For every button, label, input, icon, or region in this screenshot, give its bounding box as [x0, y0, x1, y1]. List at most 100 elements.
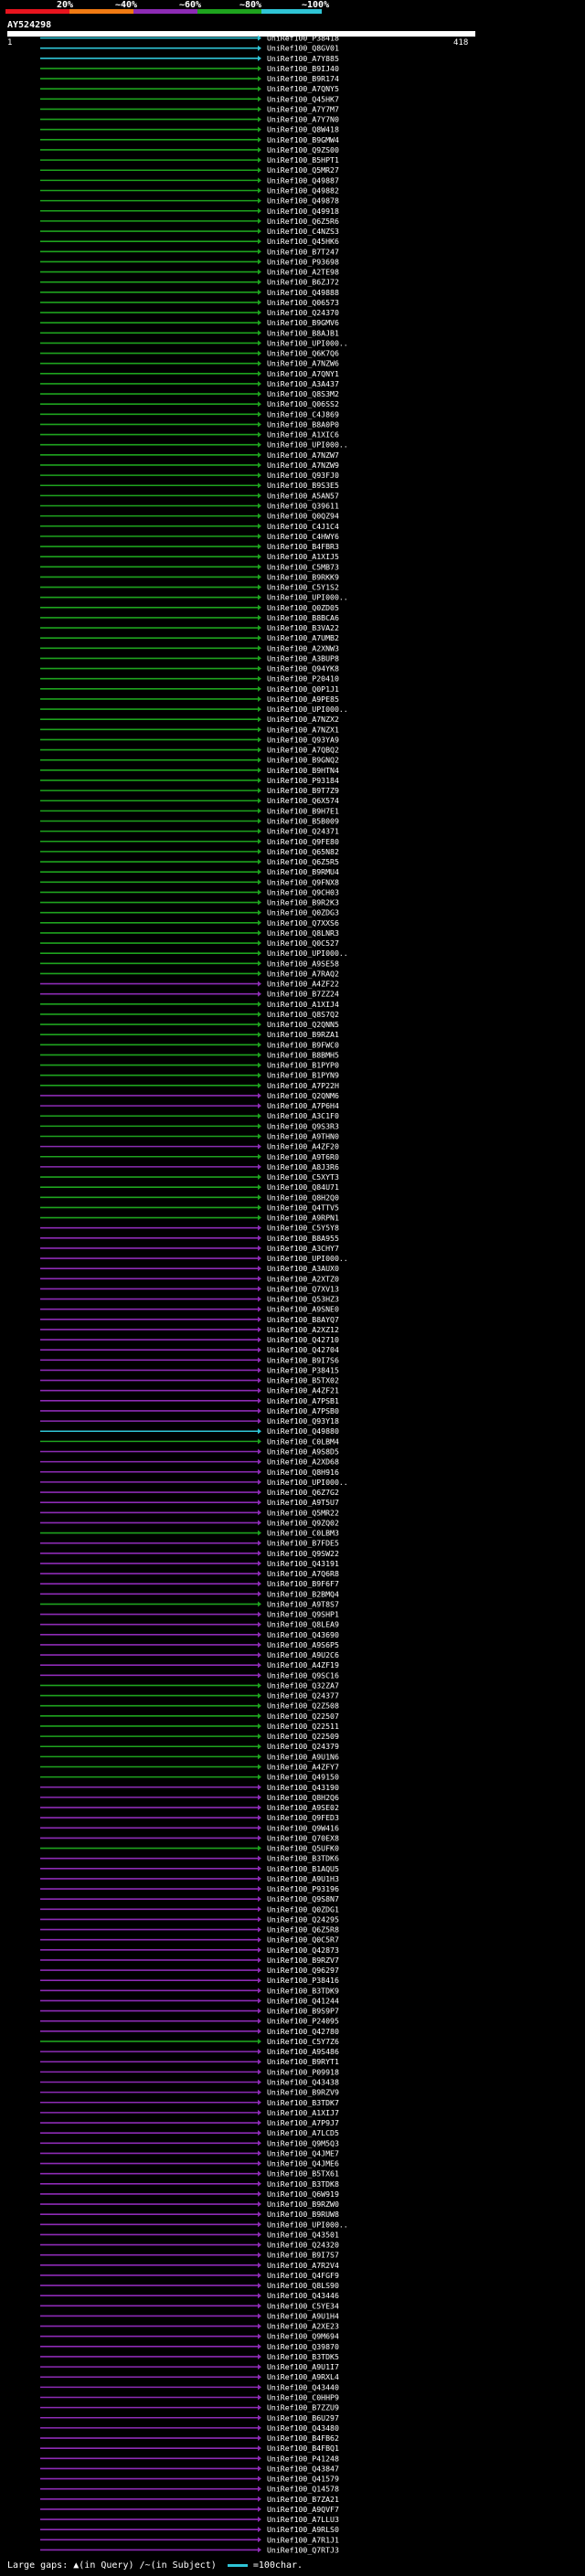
- hit-label[interactable]: UniRef100_Q9FNX8: [267, 877, 339, 886]
- hit-label[interactable]: UniRef100_A7NZW9: [267, 461, 339, 470]
- hit-label[interactable]: UniRef100_A7R1J1: [267, 2535, 339, 2544]
- hit-label[interactable]: UniRef100_Q24370: [267, 308, 339, 317]
- hit-label[interactable]: UniRef100_UPI000..: [267, 440, 348, 450]
- hit-label[interactable]: UniRef100_C4J869: [267, 409, 339, 419]
- hit-label[interactable]: UniRef100_P93184: [267, 776, 339, 785]
- hit-label[interactable]: UniRef100_B3TDK8: [267, 2179, 339, 2189]
- hit-label[interactable]: UniRef100_Q22507: [267, 1712, 339, 1721]
- hit-label[interactable]: UniRef100_A7Y7N0: [267, 115, 339, 124]
- hit-label[interactable]: UniRef100_A7QBQ2: [267, 746, 339, 755]
- hit-label[interactable]: UniRef100_Q7RTJ3: [267, 2545, 339, 2554]
- hit-label[interactable]: UniRef100_B9I7S6: [267, 1355, 339, 1364]
- hit-label[interactable]: UniRef100_A7Y7M7: [267, 104, 339, 113]
- hit-label[interactable]: UniRef100_Q8H2Q0: [267, 1193, 339, 1202]
- hit-label[interactable]: UniRef100_A2XNW3: [267, 643, 339, 652]
- hit-label[interactable]: UniRef100_B8BMH5: [267, 1050, 339, 1059]
- hit-label[interactable]: UniRef100_A2XZ12: [267, 1325, 339, 1334]
- hit-label[interactable]: UniRef100_Q49882: [267, 186, 339, 196]
- hit-label[interactable]: UniRef100_B8A955: [267, 1234, 339, 1243]
- hit-label[interactable]: UniRef100_C4NZS3: [267, 227, 339, 236]
- hit-label[interactable]: UniRef100_Q9SHP1: [267, 1610, 339, 1619]
- hit-label[interactable]: UniRef100_A7PSB0: [267, 1406, 339, 1415]
- hit-label[interactable]: UniRef100_A4ZF19: [267, 1660, 339, 1670]
- hit-label[interactable]: UniRef100_A7NZW6: [267, 359, 339, 368]
- hit-label[interactable]: UniRef100_P20410: [267, 674, 339, 684]
- hit-label[interactable]: UniRef100_Q43446: [267, 2291, 339, 2300]
- hit-label[interactable]: UniRef100_Q9M694: [267, 2332, 339, 2341]
- hit-label[interactable]: UniRef100_Q14578: [267, 2485, 339, 2494]
- hit-label[interactable]: UniRef100_B9RZA1: [267, 1030, 339, 1039]
- hit-label[interactable]: UniRef100_Q49887: [267, 175, 339, 185]
- hit-label[interactable]: UniRef100_B9GMW4: [267, 135, 339, 144]
- hit-label[interactable]: UniRef100_A1XIJ4: [267, 1000, 339, 1009]
- hit-label[interactable]: UniRef100_A9QVF7: [267, 2505, 339, 2514]
- hit-label[interactable]: UniRef100_Q0C527: [267, 938, 339, 948]
- hit-label[interactable]: UniRef100_Q8H916: [267, 1468, 339, 1477]
- hit-label[interactable]: UniRef100_Q49918: [267, 207, 339, 216]
- hit-label[interactable]: UniRef100_Q24379: [267, 1742, 339, 1751]
- hit-label[interactable]: UniRef100_P38415: [267, 1365, 339, 1374]
- hit-label[interactable]: UniRef100_Q39611: [267, 502, 339, 511]
- hit-label[interactable]: UniRef100_Q2Z508: [267, 1701, 339, 1711]
- hit-label[interactable]: UniRef100_Q8H2Q6: [267, 1793, 339, 1802]
- hit-label[interactable]: UniRef100_UPI000..: [267, 1254, 348, 1263]
- hit-label[interactable]: UniRef100_B7T247: [267, 247, 339, 256]
- hit-label[interactable]: UniRef100_Q24377: [267, 1691, 339, 1701]
- hit-label[interactable]: UniRef100_A9RLS0: [267, 2525, 339, 2534]
- hit-label[interactable]: UniRef100_C5YE34: [267, 2301, 339, 2310]
- hit-label[interactable]: UniRef100_Q43847: [267, 2464, 339, 2473]
- hit-label[interactable]: UniRef100_C0LBM3: [267, 1529, 339, 1538]
- hit-label[interactable]: UniRef100_A2XE23: [267, 2322, 339, 2331]
- hit-label[interactable]: UniRef100_Q42780: [267, 2027, 339, 2036]
- hit-label[interactable]: UniRef100_Q8W418: [267, 125, 339, 134]
- hit-label[interactable]: UniRef100_B9GMV6: [267, 318, 339, 327]
- hit-label[interactable]: UniRef100_Q22509: [267, 1732, 339, 1741]
- hit-label[interactable]: UniRef100_P24095: [267, 2017, 339, 2026]
- hit-label[interactable]: UniRef100_B9RZV7: [267, 1956, 339, 1965]
- hit-label[interactable]: UniRef100_Q9SW22: [267, 1549, 339, 1558]
- hit-label[interactable]: UniRef100_B4FBR3: [267, 542, 339, 551]
- hit-label[interactable]: UniRef100_A5AN57: [267, 491, 339, 500]
- hit-label[interactable]: UniRef100_A3C1F0: [267, 1111, 339, 1120]
- hit-label[interactable]: UniRef100_A9U1H4: [267, 2311, 339, 2320]
- hit-label[interactable]: UniRef100_B7ZZ24: [267, 990, 339, 999]
- hit-label[interactable]: UniRef100_B9GNQ2: [267, 756, 339, 765]
- hit-label[interactable]: UniRef100_A2XD68: [267, 1458, 339, 1467]
- hit-label[interactable]: UniRef100_Q9S8N7: [267, 1894, 339, 1903]
- hit-label[interactable]: UniRef100_A3AUX0: [267, 1264, 339, 1273]
- hit-label[interactable]: UniRef100_A1XIJ7: [267, 2108, 339, 2117]
- hit-label[interactable]: UniRef100_Q6Z5R8: [267, 1925, 339, 1935]
- hit-label[interactable]: UniRef100_B1AQU5: [267, 1864, 339, 1873]
- hit-label[interactable]: UniRef100_B5B009: [267, 817, 339, 826]
- hit-label[interactable]: UniRef100_Q45HK6: [267, 237, 339, 246]
- hit-label[interactable]: UniRef100_B4FBQ1: [267, 2443, 339, 2453]
- hit-label[interactable]: UniRef100_Q65N82: [267, 847, 339, 856]
- hit-label[interactable]: UniRef100_A7P6H4: [267, 1101, 339, 1110]
- hit-label[interactable]: UniRef100_C5XYT3: [267, 1172, 339, 1182]
- hit-label[interactable]: UniRef100_Q9FED3: [267, 1813, 339, 1822]
- hit-label[interactable]: UniRef100_A9S8D5: [267, 1447, 339, 1457]
- hit-label[interactable]: UniRef100_B9S9P7: [267, 2007, 339, 2016]
- hit-label[interactable]: UniRef100_Q6X574: [267, 796, 339, 805]
- hit-label[interactable]: UniRef100_P93698: [267, 257, 339, 266]
- hit-label[interactable]: UniRef100_A4ZF22: [267, 980, 339, 989]
- hit-label[interactable]: UniRef100_B9T7Z9: [267, 786, 339, 795]
- hit-label[interactable]: UniRef100_B3TDK9: [267, 1986, 339, 1995]
- hit-label[interactable]: UniRef100_A2XTZ0: [267, 1274, 339, 1283]
- hit-label[interactable]: UniRef100_Q9FE80: [267, 837, 339, 846]
- hit-label[interactable]: UniRef100_Q43480: [267, 2423, 339, 2433]
- hit-label[interactable]: UniRef100_A9T5U7: [267, 1498, 339, 1507]
- hit-label[interactable]: UniRef100_B5TX61: [267, 2169, 339, 2178]
- hit-label[interactable]: UniRef100_A9SNE0: [267, 1305, 339, 1314]
- hit-label[interactable]: UniRef100_Q42704: [267, 1345, 339, 1354]
- hit-label[interactable]: UniRef100_A9RXL4: [267, 2372, 339, 2381]
- hit-label[interactable]: UniRef100_Q49888: [267, 288, 339, 297]
- hit-label[interactable]: UniRef100_Q8GV01: [267, 44, 339, 53]
- hit-label[interactable]: UniRef100_A9U1H3: [267, 1874, 339, 1883]
- hit-label[interactable]: UniRef100_B5HPT1: [267, 155, 339, 164]
- hit-label[interactable]: UniRef100_B7ZZU9: [267, 2403, 339, 2412]
- hit-label[interactable]: UniRef100_A9S6P5: [267, 1640, 339, 1649]
- hit-label[interactable]: UniRef100_C4HWY6: [267, 532, 339, 541]
- hit-label[interactable]: UniRef100_Q93YA9: [267, 735, 339, 744]
- hit-label[interactable]: UniRef100_Q53HZ3: [267, 1295, 339, 1304]
